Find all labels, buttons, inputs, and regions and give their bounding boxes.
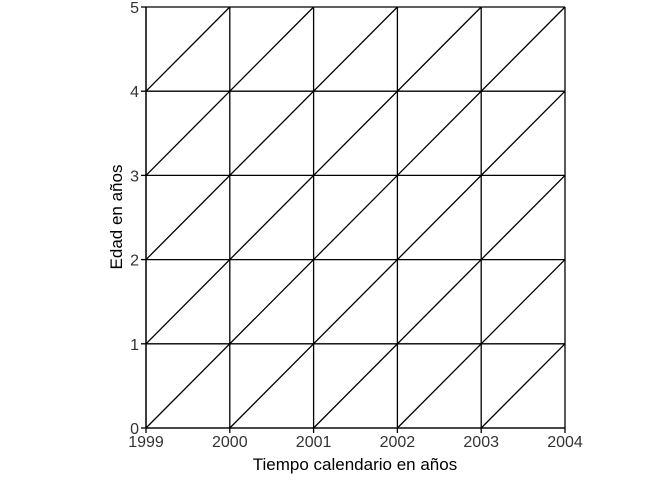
lifelines — [145, 6, 566, 429]
lifeline — [145, 6, 315, 176]
y-tick-label: 2 — [130, 253, 139, 270]
x-tick-labels: 1999 2000 2001 2002 2003 2004 — [128, 434, 583, 451]
x-tick-label: 2003 — [463, 434, 499, 451]
y-tick-label: 3 — [130, 168, 139, 185]
y-tick-label: 5 — [130, 0, 139, 17]
y-tick-label: 4 — [130, 84, 139, 101]
axes — [141, 6, 566, 433]
grid-lines — [145, 6, 566, 429]
x-tick-label: 2000 — [212, 434, 248, 451]
x-tick-label: 1999 — [128, 434, 164, 451]
y-tick-label: 1 — [130, 337, 139, 354]
x-axis-label: Tiempo calendario en años — [253, 455, 457, 474]
lifeline — [480, 343, 566, 429]
lifeline — [145, 6, 398, 261]
x-tick-label: 2001 — [296, 434, 332, 451]
lifeline — [313, 174, 566, 429]
x-tick-label: 2004 — [547, 434, 583, 451]
lifeline — [145, 6, 566, 429]
y-tick-labels: 0 1 2 3 4 5 — [130, 0, 139, 438]
y-tick-label: 0 — [130, 421, 139, 438]
lifeline — [145, 6, 482, 345]
lifeline — [396, 259, 566, 429]
y-axis-label: Edad en años — [107, 165, 126, 270]
lifeline — [145, 6, 231, 92]
lifeline — [229, 90, 566, 429]
x-tick-label: 2002 — [380, 434, 416, 451]
